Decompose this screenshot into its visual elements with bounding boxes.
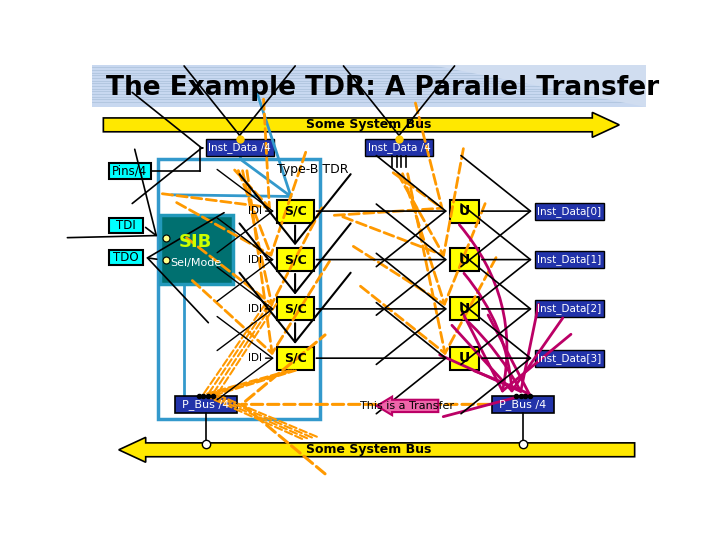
Text: TDO: TDO bbox=[113, 251, 138, 264]
FancyArrow shape bbox=[104, 112, 619, 137]
Bar bbox=[365, 139, 433, 157]
Bar bbox=[276, 347, 314, 370]
Text: IDI: IDI bbox=[248, 304, 262, 314]
Bar bbox=[92, 65, 647, 107]
Bar bbox=[492, 396, 554, 413]
Text: Inst_Data[1]: Inst_Data[1] bbox=[537, 254, 601, 265]
Bar bbox=[158, 159, 320, 419]
Bar bbox=[450, 248, 479, 271]
Polygon shape bbox=[431, 65, 647, 107]
Text: U: U bbox=[459, 253, 470, 267]
Bar bbox=[109, 218, 143, 233]
Bar bbox=[175, 396, 237, 413]
Text: Inst_Data /4: Inst_Data /4 bbox=[368, 143, 431, 153]
Text: U: U bbox=[459, 302, 470, 316]
Text: Inst_Data[0]: Inst_Data[0] bbox=[537, 206, 601, 217]
Text: Pins/4: Pins/4 bbox=[112, 165, 147, 178]
Text: S/C: S/C bbox=[284, 205, 307, 218]
Bar bbox=[450, 200, 479, 222]
Text: IDI: IDI bbox=[248, 255, 262, 265]
Text: Sel/Mode: Sel/Mode bbox=[170, 258, 221, 268]
Bar bbox=[534, 202, 604, 220]
Bar bbox=[534, 300, 604, 318]
Text: This is a Transfer: This is a Transfer bbox=[361, 401, 454, 411]
Text: S/C: S/C bbox=[284, 352, 307, 365]
Text: TDI: TDI bbox=[116, 219, 135, 232]
Bar bbox=[450, 347, 479, 370]
Text: U: U bbox=[459, 351, 470, 365]
Text: S/C: S/C bbox=[284, 253, 307, 266]
Text: Inst_Data /4: Inst_Data /4 bbox=[208, 143, 271, 153]
Bar bbox=[534, 251, 604, 268]
Text: S/C: S/C bbox=[284, 302, 307, 315]
Text: SIB: SIB bbox=[179, 233, 212, 251]
Text: U: U bbox=[459, 204, 470, 218]
Bar bbox=[92, 107, 647, 481]
Text: Type-B TDR: Type-B TDR bbox=[277, 163, 349, 176]
FancyArrow shape bbox=[119, 437, 634, 462]
Text: Inst_Data[2]: Inst_Data[2] bbox=[537, 303, 601, 314]
Bar bbox=[276, 248, 314, 271]
Bar bbox=[109, 164, 151, 179]
Text: Inst_Data[3]: Inst_Data[3] bbox=[537, 353, 601, 363]
Text: The Example TDR: A Parallel Transfer: The Example TDR: A Parallel Transfer bbox=[106, 75, 659, 101]
Bar bbox=[206, 139, 274, 157]
FancyArrow shape bbox=[377, 397, 438, 415]
Bar bbox=[534, 350, 604, 367]
Bar bbox=[276, 298, 314, 320]
Text: IDI: IDI bbox=[248, 353, 262, 363]
Text: Some System Bus: Some System Bus bbox=[306, 118, 432, 131]
Bar bbox=[160, 215, 233, 284]
Text: P_Bus /4: P_Bus /4 bbox=[500, 399, 546, 410]
Bar bbox=[450, 298, 479, 320]
Bar bbox=[276, 200, 314, 222]
Bar bbox=[109, 249, 143, 265]
Text: IDI: IDI bbox=[248, 206, 262, 216]
Text: Some System Bus: Some System Bus bbox=[306, 443, 432, 456]
Text: P_Bus /4: P_Bus /4 bbox=[182, 399, 230, 410]
